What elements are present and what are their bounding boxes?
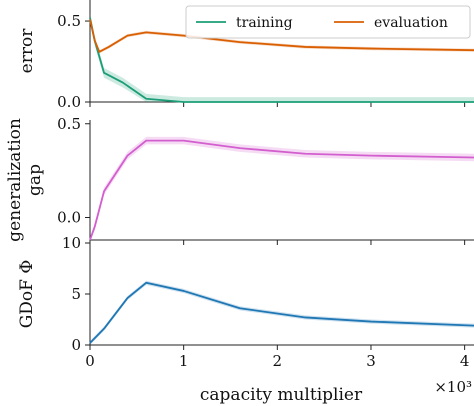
- x-tick-label: 4: [460, 352, 470, 370]
- legend-label-evaluation: evaluation: [374, 15, 448, 31]
- y-tick-label: 0: [71, 336, 81, 354]
- x-tick-label: 3: [366, 352, 376, 370]
- series-line-top-1: [89, 19, 474, 53]
- x-axis-offset-label: ×10³: [434, 378, 472, 396]
- y-tick-label: 0.5: [57, 12, 81, 30]
- legend-box: [185, 5, 471, 39]
- y-axis-title-top: error: [17, 28, 37, 74]
- y-axis-title-bottom: GDoF Φ: [17, 260, 37, 329]
- x-tick-label: 0: [85, 352, 95, 370]
- y-tick-label: 0.0: [57, 209, 81, 227]
- x-tick-label: 1: [179, 352, 189, 370]
- y-tick-label: 10: [62, 234, 81, 252]
- series-line-top-0: [89, 17, 474, 103]
- series-line-middle-0: [89, 139, 474, 241]
- y-tick-label: 0.0: [57, 93, 81, 111]
- x-tick-label: 2: [273, 352, 283, 370]
- series-band-bottom-0: [90, 280, 474, 345]
- y-tick-label: 0.5: [57, 115, 81, 133]
- x-axis-title: capacity multiplier: [200, 385, 363, 405]
- series-line-bottom-0: [89, 281, 474, 344]
- y-axis-title-middle: generalizationgap: [5, 118, 45, 242]
- y-tick-label: 5: [71, 285, 81, 303]
- legend-label-training: training: [236, 15, 293, 31]
